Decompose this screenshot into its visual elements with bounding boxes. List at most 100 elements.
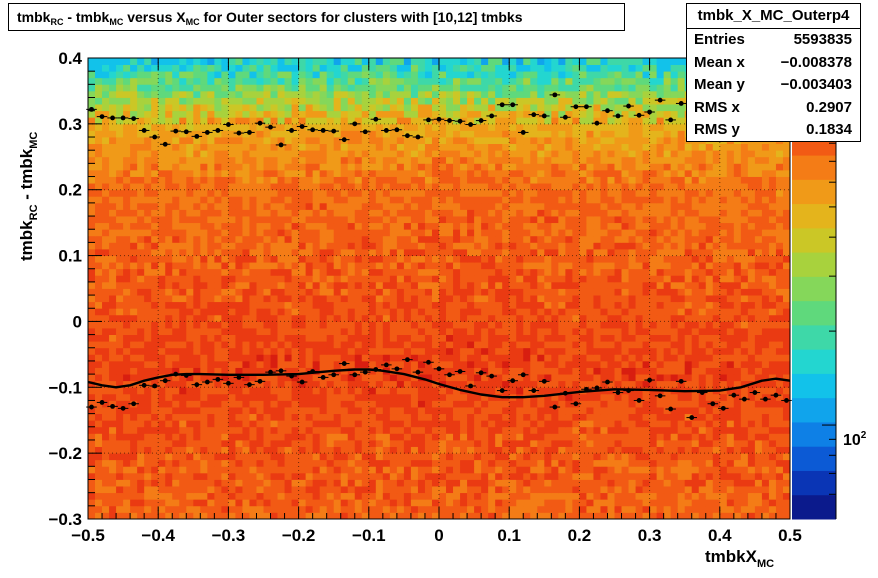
heatmap-cell [607, 393, 615, 401]
heatmap-cell [424, 433, 433, 441]
heatmap-cell [130, 262, 138, 270]
heatmap-cell [354, 492, 363, 500]
heatmap-cell [740, 505, 749, 513]
heatmap-cell [431, 505, 440, 513]
heatmap-cell [761, 328, 770, 335]
heatmap-cell [305, 275, 314, 283]
heatmap-cell [228, 420, 236, 428]
heatmap-cell [663, 374, 672, 382]
heatmap-cell [586, 446, 594, 454]
heatmap-cell [670, 189, 679, 197]
heatmap-cell [347, 328, 356, 335]
heatmap-cell [467, 235, 475, 243]
heatmap-cell [396, 492, 405, 500]
heatmap-cell [474, 374, 482, 382]
heatmap-cell [509, 275, 517, 283]
heatmap-cell [382, 407, 391, 415]
heatmap-cell [544, 367, 552, 375]
heatmap-cell [151, 341, 159, 349]
heatmap-cell [551, 387, 559, 395]
heatmap-cell [754, 248, 763, 256]
heatmap-cell [565, 400, 573, 408]
heatmap-cell [368, 505, 377, 513]
heatmap-cell [474, 400, 482, 408]
heatmap-cell [530, 354, 538, 362]
heatmap-cell [396, 407, 405, 415]
heatmap-cell [214, 380, 222, 388]
heatmap-cell [754, 486, 763, 494]
heatmap-cell [516, 216, 524, 224]
heatmap-cell [277, 321, 285, 329]
heatmap-cell [509, 281, 517, 289]
heatmap-cell [403, 499, 412, 507]
heatmap-cell [207, 308, 215, 316]
heatmap-cell [572, 387, 580, 395]
heatmap-cell [207, 262, 215, 270]
heatmap-cell [361, 486, 370, 494]
heatmap-cell [516, 314, 524, 322]
heatmap-cell [137, 400, 145, 408]
heatmap-cell [593, 433, 601, 441]
heatmap-cell [158, 347, 166, 355]
heatmap-cell [291, 472, 299, 480]
heatmap-cell [298, 446, 307, 454]
heatmap-cell [663, 466, 672, 474]
heatmap-cell [410, 400, 419, 408]
heatmap-cell [312, 314, 321, 322]
heatmap-cell [586, 235, 594, 243]
heatmap-cell [481, 459, 489, 467]
heatmap-cell [691, 459, 700, 467]
heatmap-cell [207, 466, 215, 474]
heatmap-cell [221, 202, 229, 210]
heatmap-cell [144, 189, 152, 197]
heatmap-cell [649, 466, 658, 474]
heatmap-cell [403, 196, 412, 204]
heatmap-cell [410, 341, 419, 349]
heatmap-cell [291, 248, 299, 256]
heatmap-cell [270, 472, 278, 480]
heatmap-cell [151, 472, 159, 480]
heatmap-cell [214, 459, 222, 467]
heatmap-cell [123, 248, 131, 256]
heatmap-cell [165, 492, 173, 500]
heatmap-cell [705, 393, 714, 401]
heatmap-cell [270, 459, 278, 467]
heatmap-cell [775, 229, 784, 237]
heatmap-cell [242, 347, 250, 355]
heatmap-cell [537, 229, 545, 237]
heatmap-cell [516, 242, 524, 250]
heatmap-cell [312, 387, 321, 395]
heatmap-cell [733, 334, 742, 342]
heatmap-cell [354, 295, 363, 303]
heatmap-cell [635, 301, 643, 309]
heatmap-cell [137, 387, 145, 395]
heatmap-cell [88, 466, 96, 474]
heatmap-cell [677, 420, 686, 428]
heatmap-cell [656, 242, 665, 250]
heatmap-cell [754, 229, 763, 237]
heatmap-cell [389, 347, 398, 355]
heatmap-cell [88, 374, 96, 382]
heatmap-cell [565, 341, 573, 349]
heatmap-cell [354, 314, 363, 322]
heatmap-cell [656, 328, 665, 335]
heatmap-cell [782, 301, 791, 309]
heatmap-cell [670, 281, 679, 289]
heatmap-cell [656, 321, 665, 329]
heatmap-cell [733, 222, 742, 230]
heatmap-cell [186, 453, 194, 461]
heatmap-cell [200, 407, 208, 415]
heatmap-cell [740, 262, 749, 270]
heatmap-cell [382, 288, 391, 296]
heatmap-cell [523, 492, 531, 500]
heatmap-cell [193, 255, 201, 263]
heatmap-cell [684, 341, 693, 349]
heatmap-cell [207, 433, 215, 441]
heatmap-cell [726, 499, 735, 507]
heatmap-cell [123, 314, 131, 322]
heatmap-cell [523, 367, 531, 375]
heatmap-cell [600, 288, 608, 296]
heatmap-cell [242, 334, 250, 342]
heatmap-cell [165, 202, 173, 210]
heatmap-cell [242, 459, 250, 467]
